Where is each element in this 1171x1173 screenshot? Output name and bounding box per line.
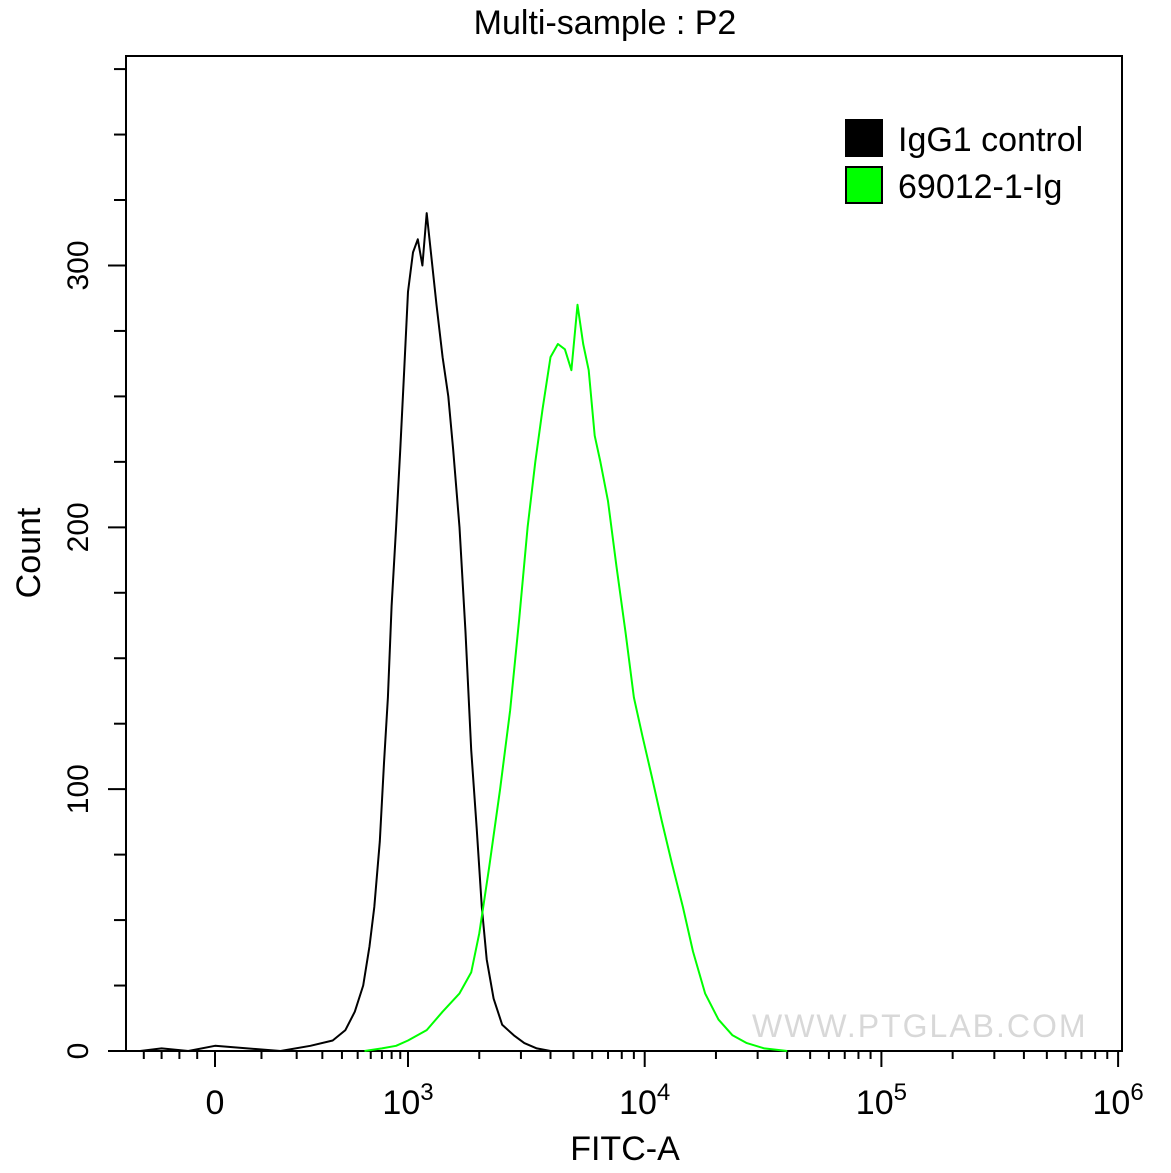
series-layer	[140, 212, 788, 1052]
legend: IgG1 control 69012-1-Ig	[845, 119, 1083, 206]
series-line-69012-1-ig	[364, 303, 788, 1052]
x-tick-label: 103	[382, 1079, 433, 1122]
y-axis: 0 100 200 300	[62, 68, 126, 1060]
watermark-text: WWW.PTGLAB.COM	[752, 1008, 1088, 1044]
legend-swatch	[845, 166, 883, 204]
x-axis-label: FITC-A	[570, 1130, 680, 1168]
y-tick-label: 100	[62, 764, 95, 814]
x-tick-label: 0	[206, 1084, 225, 1122]
legend-label: IgG1 control	[898, 121, 1083, 159]
plot-frame	[125, 55, 1123, 1052]
legend-label: 69012-1-Ig	[898, 168, 1062, 206]
y-axis-label: Count	[10, 507, 48, 598]
x-tick-label: 105	[856, 1079, 907, 1122]
series-line-igg1-control	[140, 212, 551, 1052]
x-axis: 0 103 104 105 106	[142, 1051, 1144, 1122]
y-tick-label: 0	[62, 1043, 95, 1060]
y-tick-label: 200	[62, 502, 95, 552]
chart-title: Multi-sample : P2	[474, 4, 737, 42]
y-tick-label: 300	[62, 240, 95, 290]
legend-swatch	[845, 119, 883, 157]
x-tick-label: 104	[619, 1079, 670, 1122]
x-tick-label: 106	[1093, 1079, 1144, 1122]
